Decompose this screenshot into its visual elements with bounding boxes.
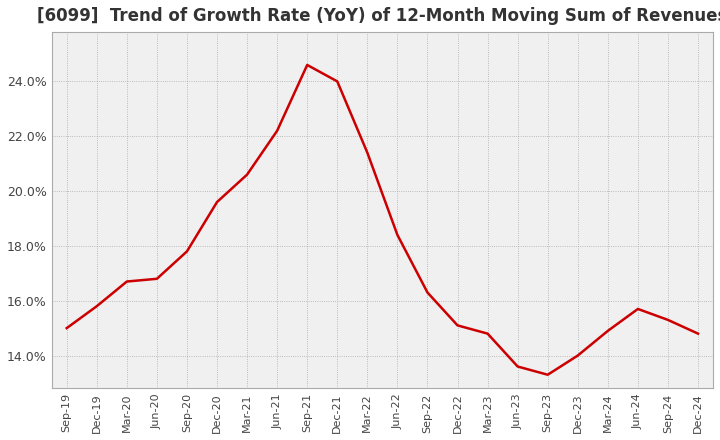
Title: [6099]  Trend of Growth Rate (YoY) of 12-Month Moving Sum of Revenues: [6099] Trend of Growth Rate (YoY) of 12-… — [37, 7, 720, 25]
